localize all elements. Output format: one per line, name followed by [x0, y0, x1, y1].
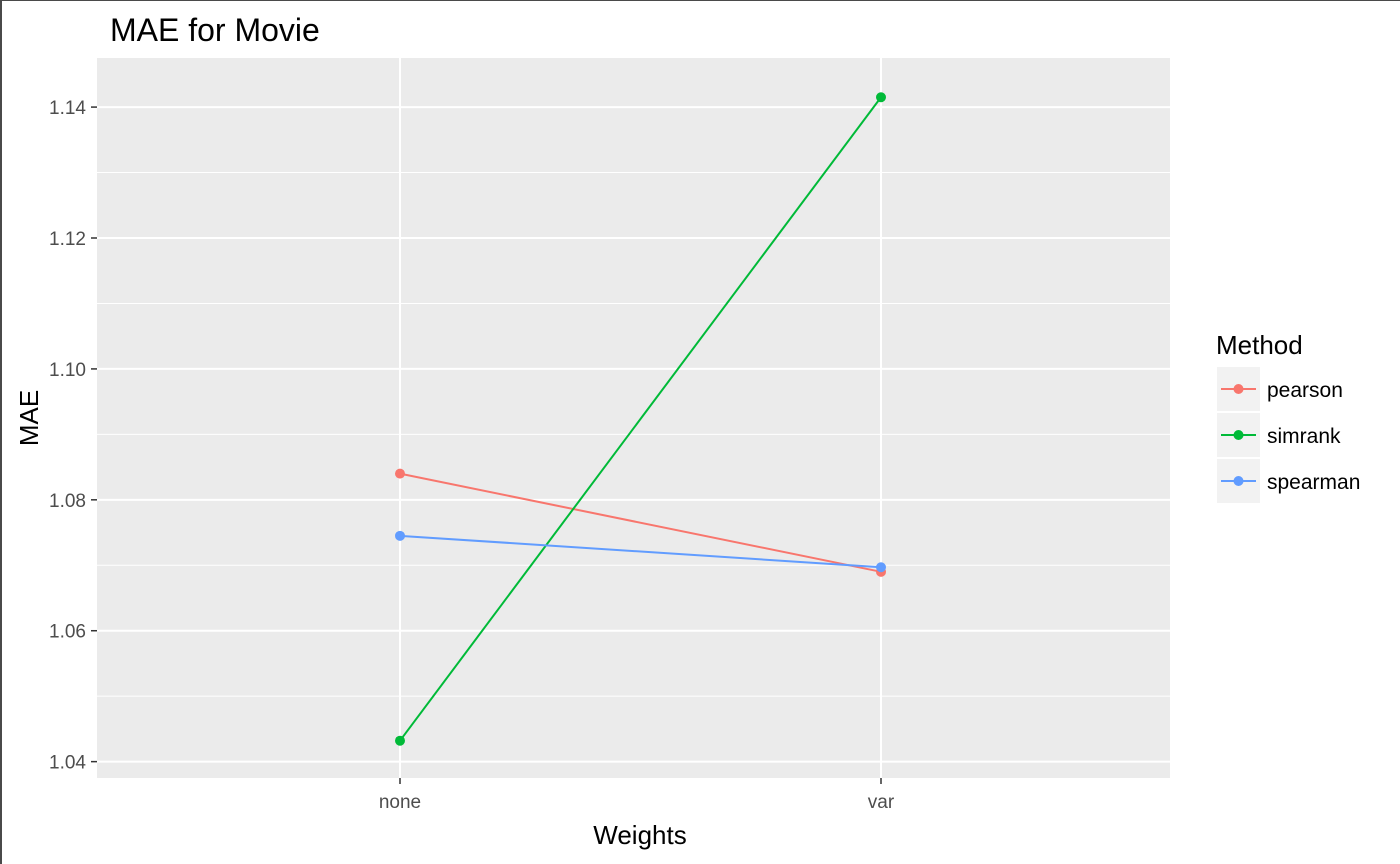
series-layer [395, 92, 886, 746]
series-line-pearson [399, 472, 882, 573]
series-line-simrank [399, 96, 882, 742]
legend-key-point [1233, 430, 1244, 440]
y-axis-title: MAE [14, 390, 44, 446]
legend-key-point [1233, 476, 1244, 486]
data-point-spearman [876, 562, 886, 573]
x-tick-label: none [379, 792, 421, 813]
x-axis-title: Weights [593, 820, 686, 850]
plot-panel [97, 58, 1170, 778]
y-tick-label: 1.06 [49, 622, 86, 643]
chart-title: MAE for Movie [110, 12, 320, 48]
y-tick-label: 1.04 [49, 753, 86, 774]
grid-minor [97, 172, 1170, 697]
legend-title: Method [1216, 330, 1303, 360]
y-tick-label: 1.10 [49, 360, 86, 381]
grid-major [97, 58, 1170, 778]
data-point-simrank [395, 735, 405, 746]
legend-label-pearson: pearson [1267, 379, 1343, 402]
y-axis: 1.04 1.06 1.08 1.10 1.12 1.14 [49, 98, 97, 774]
series-line-spearman [399, 534, 882, 569]
y-tick-label: 1.12 [49, 229, 86, 250]
y-tick-label: 1.14 [49, 98, 86, 119]
data-point-spearman [395, 530, 405, 541]
legend-label-simrank: simrank [1267, 425, 1341, 448]
legend: Method pearson simrank spearman [1216, 330, 1360, 503]
data-point-pearson [395, 468, 405, 479]
data-point-simrank [876, 92, 886, 103]
legend-label-spearman: spearman [1267, 471, 1360, 494]
x-axis: none var [379, 778, 895, 813]
legend-key-point [1233, 384, 1244, 394]
x-tick-label: var [868, 792, 895, 813]
y-tick-label: 1.08 [49, 491, 86, 512]
